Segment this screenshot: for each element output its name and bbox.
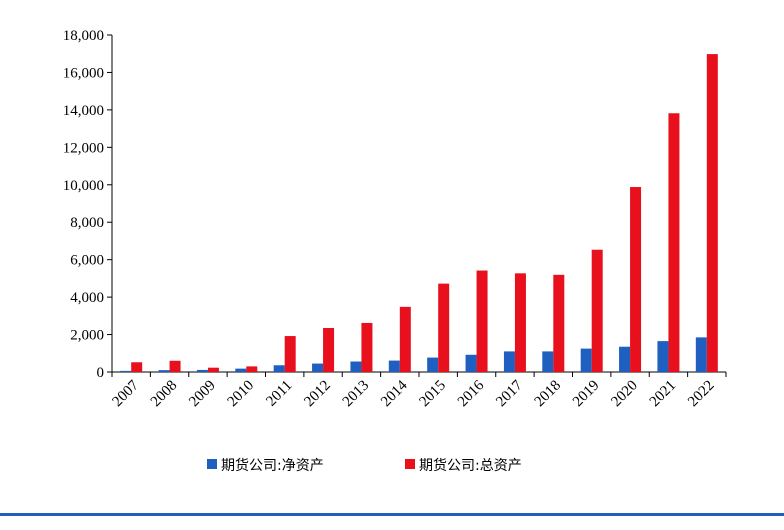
- bar-net-assets: [542, 351, 554, 372]
- bar-total-assets: [553, 274, 565, 372]
- bar-total-assets: [706, 54, 718, 372]
- x-tick-label: 2022: [685, 378, 718, 411]
- x-tick-label: 2019: [570, 378, 603, 411]
- bar-net-assets: [619, 346, 631, 372]
- bar-net-assets: [503, 351, 515, 372]
- legend-label: 期货公司:总资产: [419, 457, 522, 474]
- bar-net-assets: [580, 348, 592, 372]
- x-tick-label: 2017: [493, 377, 526, 410]
- legend: 期货公司:净资产 期货公司:总资产: [207, 457, 522, 474]
- legend-label: 期货公司:净资产: [221, 457, 324, 474]
- y-tick-label: 4,000: [70, 290, 104, 306]
- x-tick-label: 2012: [301, 378, 334, 411]
- y-tick-label: 12,000: [63, 140, 104, 156]
- bar-total-assets: [323, 328, 335, 372]
- bar-total-assets: [630, 187, 642, 372]
- y-tick-label: 16,000: [63, 65, 104, 81]
- y-tick-label: 2,000: [70, 328, 104, 344]
- bar-total-assets: [668, 113, 680, 373]
- bar-total-assets: [284, 336, 296, 372]
- bar-total-assets: [591, 249, 603, 372]
- bar-net-assets: [350, 361, 362, 372]
- bar-net-assets: [657, 341, 669, 372]
- bar-net-assets: [120, 370, 132, 372]
- bar-net-assets: [235, 368, 247, 372]
- bar-net-assets: [273, 365, 285, 372]
- bar-net-assets: [427, 357, 439, 372]
- bottom-rule: [0, 513, 784, 516]
- bar-total-assets: [169, 360, 181, 372]
- x-tick-label: 2015: [416, 378, 449, 411]
- x-tick-label: 2007: [109, 377, 142, 410]
- bar-total-assets: [476, 270, 488, 372]
- bar-total-assets: [361, 322, 373, 372]
- bar-net-assets: [388, 360, 400, 372]
- x-tick-label: 2021: [647, 378, 680, 411]
- x-tick-label: 2008: [148, 378, 181, 411]
- y-tick-label: 10,000: [63, 178, 104, 194]
- y-tick-label: 14,000: [63, 103, 104, 119]
- x-tick-label: 2010: [225, 378, 258, 411]
- x-axis: 2007 2008 2009 2010 2011 2012 2013 2014 2015 2016…: [109, 371, 727, 411]
- bar-total-assets: [399, 306, 411, 372]
- bar-total-assets: [131, 362, 143, 372]
- y-tick-label: 6,000: [70, 253, 104, 269]
- bar-net-assets: [196, 369, 208, 372]
- bars: [120, 54, 718, 373]
- x-tick-label: 2018: [532, 378, 565, 411]
- bar-net-assets: [312, 363, 324, 372]
- bar-total-assets: [514, 273, 526, 372]
- legend-swatch: [207, 459, 217, 469]
- x-tick-label: 2014: [378, 377, 411, 410]
- bar-net-assets: [158, 370, 170, 372]
- y-tick-label: 8,000: [70, 215, 104, 231]
- y-tick-label: 0: [97, 365, 105, 381]
- x-tick-label: 2009: [186, 378, 219, 411]
- y-tick-label: 18,000: [63, 28, 104, 44]
- bar-net-assets: [465, 354, 477, 372]
- x-tick-label: 2013: [340, 378, 373, 411]
- legend-swatch: [405, 459, 415, 469]
- bar-total-assets: [438, 283, 450, 372]
- bar-total-assets: [246, 366, 258, 372]
- x-tick-label: 2016: [455, 377, 488, 410]
- y-axis: 0 2,000 4,000 6,000 8,000 10,000 12,000 14,000 1…: [63, 28, 113, 381]
- x-tick-label: 2020: [608, 378, 641, 411]
- bar-total-assets: [207, 367, 219, 372]
- bar-net-assets: [695, 337, 707, 372]
- x-tick-label: 2011: [263, 378, 295, 410]
